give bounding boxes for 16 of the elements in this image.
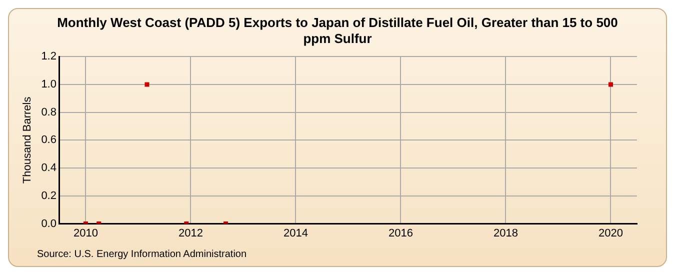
y-tick-label: 0.4 [41,162,56,174]
y-tick-label: 1.2 [41,50,56,63]
y-tick-label: 0.0 [41,218,56,230]
x-tick-label: 2016 [388,227,413,240]
y-tick-label: 0.8 [41,106,56,118]
y-axis-title: Thousand Barrels [22,96,34,184]
source-note: Source: U.S. Energy Information Administration [37,249,247,260]
chart-title: Monthly West Coast (PADD 5) Exports to Japan of Distillate Fuel Oil, Greater than 15 to 500 ppm Sulfur [56,14,619,47]
x-tick-label: 2010 [74,227,98,240]
y-tick-label: 1.0 [41,78,56,90]
y-tick-label: 0.6 [41,134,56,146]
x-tick-label: 2020 [598,227,623,240]
x-tick-label: 2014 [284,227,308,240]
x-tick-label: 2018 [494,227,518,240]
y-tick-label: 0.2 [41,190,56,202]
x-tick-label: 2012 [178,227,203,240]
